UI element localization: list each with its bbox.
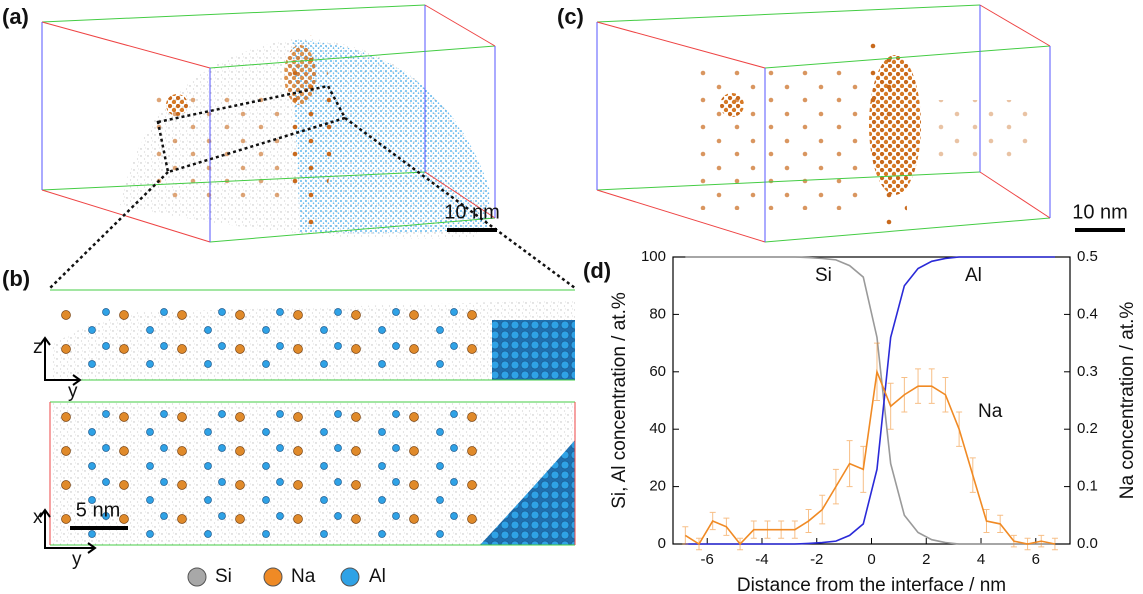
- box-edge: [41, 4, 426, 23]
- y2-tick-label: 0.0: [1077, 535, 1098, 552]
- legend-swatch: [187, 567, 207, 587]
- panel-label: (a): [2, 4, 29, 29]
- atoms: [60, 410, 480, 538]
- box-edge: [596, 21, 766, 69]
- box-edge: [764, 217, 1051, 243]
- box-edge: [596, 171, 981, 191]
- box-edge: [596, 189, 766, 243]
- axis-letter: y: [68, 381, 78, 402]
- series-line: [684, 368, 1056, 546]
- y2-axis-title: Na concentration / at.%: [1117, 302, 1138, 500]
- series-label: Si: [815, 265, 832, 286]
- y-tick-label: 100: [641, 248, 666, 265]
- panel-b: [39, 289, 576, 554]
- axis-letter: x: [33, 507, 43, 528]
- na-band: [883, 185, 907, 235]
- series-label: Al: [965, 265, 982, 286]
- box-edge: [209, 45, 496, 69]
- na-sparse: [700, 70, 860, 210]
- x-tick-label: 4: [977, 551, 985, 568]
- box-edge: [424, 171, 496, 219]
- box-edge: [979, 4, 1051, 47]
- x-tick-label: -6: [701, 551, 714, 568]
- atoms: [60, 300, 490, 370]
- y2-tick-label: 0.4: [1077, 305, 1098, 322]
- scale-bar-label: 10 nm: [444, 201, 500, 223]
- x-tick-label: -2: [810, 551, 823, 568]
- legend-label: Na: [291, 566, 316, 587]
- scale-bar-label: 5 nm: [76, 499, 120, 521]
- axis-triad: [39, 508, 97, 554]
- box-edge: [979, 171, 1051, 219]
- legend-swatch: [263, 567, 283, 587]
- axis-letter: y: [72, 549, 82, 570]
- axis-triad: [39, 336, 82, 386]
- y-tick-label: 40: [649, 420, 666, 437]
- al-cloud: [292, 40, 490, 234]
- x-axis-title: Distance from the interface / nm: [737, 575, 1006, 594]
- al-cluster: [480, 440, 575, 545]
- x-tick-label: 0: [867, 551, 875, 568]
- panel-label: (b): [2, 266, 30, 291]
- y-axis-title: Si, Al concentration / at.%: [609, 292, 630, 509]
- y-tick-label: 60: [649, 363, 666, 380]
- panel-label: (d): [583, 258, 611, 283]
- line-chart: -6 -4 -2 0 2 4 60204060801000.00.10.20.30.40.5…: [609, 248, 1138, 594]
- x-tick-label: 6: [1032, 551, 1040, 568]
- x-tick-label: 2: [922, 551, 930, 568]
- legend-swatch: [340, 567, 360, 587]
- legend-label: Al: [369, 566, 386, 587]
- box-edge: [41, 171, 426, 191]
- na-band: [862, 35, 898, 125]
- series-line: [685, 256, 1055, 545]
- scale-bar-label: 10 nm: [1072, 201, 1128, 223]
- box-edge: [764, 45, 1051, 69]
- box-edge: [209, 217, 496, 243]
- box-edge: [424, 4, 496, 47]
- box-edge: [41, 189, 211, 243]
- y2-tick-label: 0.5: [1077, 248, 1098, 265]
- y2-tick-label: 0.3: [1077, 363, 1098, 380]
- y-tick-label: 80: [649, 305, 666, 322]
- x-tick-label: -4: [755, 551, 768, 568]
- series-line: [685, 256, 1055, 545]
- panel-c: [596, 4, 1125, 243]
- legend: Si Na Al: [187, 566, 386, 587]
- plot-frame: [672, 256, 1071, 545]
- box-edge: [596, 4, 981, 23]
- al-cluster: [492, 320, 575, 380]
- panel-label: (c): [557, 4, 584, 29]
- legend-label: Si: [215, 566, 232, 587]
- y2-tick-label: 0.2: [1077, 420, 1098, 437]
- y2-tick-label: 0.1: [1077, 478, 1098, 495]
- y-tick-label: 20: [649, 478, 666, 495]
- axis-letter: z: [33, 337, 43, 358]
- series-label: Na: [978, 401, 1003, 422]
- y-tick-label: 0: [658, 535, 666, 552]
- panel-a: [41, 4, 576, 290]
- zoom-line: [49, 171, 169, 289]
- box-edge: [41, 21, 211, 69]
